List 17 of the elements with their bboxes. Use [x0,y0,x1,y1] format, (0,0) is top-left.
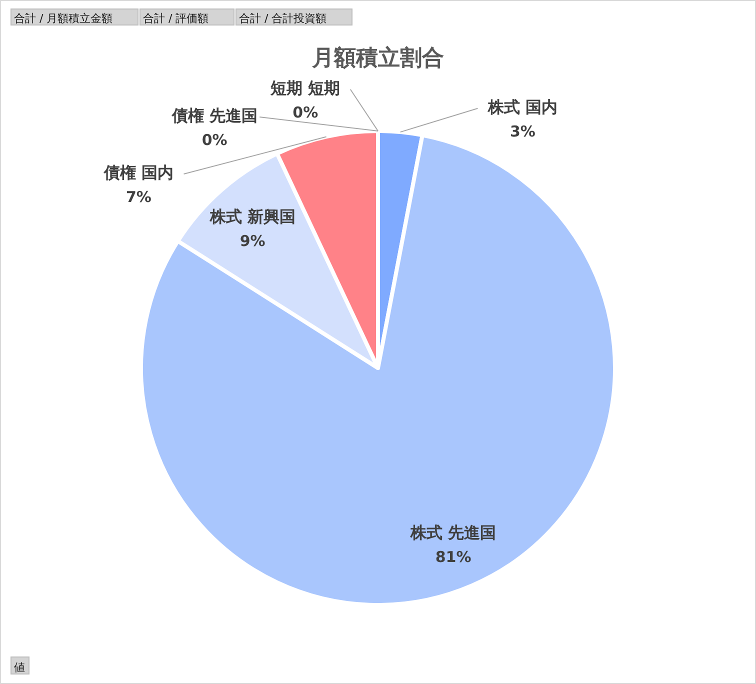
category-label: 短期 短期 [270,78,340,98]
slice-label: 株式 先進国 [410,523,496,542]
slice-label: 株式 新興国 [208,206,296,226]
text: 合計 / 合計投資額 [239,12,327,25]
data-label: 7% [126,188,152,206]
text: 合計 / 評価額 [143,12,209,25]
slice-label: 株式 国内 [486,97,558,116]
data-label: 9% [240,232,266,250]
slice-label: 債権 国内 [102,163,174,182]
data-label: 3% [510,122,536,140]
data-label: 81% [435,548,472,566]
text: 0% [202,130,228,149]
chart-title: 月額積立割合 [311,45,444,71]
category-label: 債権 先進国 [172,106,258,125]
text: 値 [14,661,25,674]
text: 合計 / 月額積立金額 [14,12,113,25]
text: 0% [292,103,318,122]
